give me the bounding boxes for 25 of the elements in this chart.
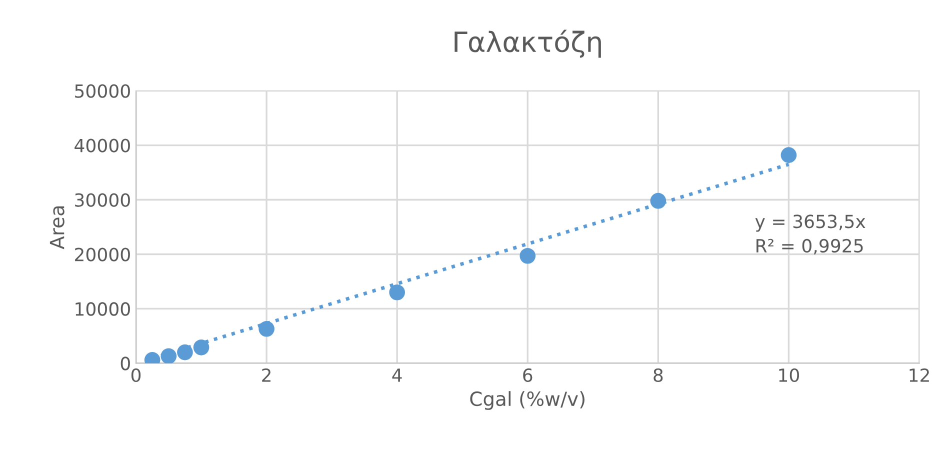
y-axis-title: Area xyxy=(50,206,64,250)
x-axis-title: Cgal (%w/v) xyxy=(470,391,584,410)
x-tick-label: 4 xyxy=(392,368,402,382)
point xyxy=(389,284,406,300)
annotation: y = 3653,5x R² = 0,9925 xyxy=(755,214,866,254)
point xyxy=(193,339,210,356)
point xyxy=(780,147,797,164)
x-tick-label: 6 xyxy=(523,368,532,382)
x-tick-label: 12 xyxy=(910,368,929,382)
point xyxy=(520,248,536,264)
y-tick-label: 30000 xyxy=(75,193,130,207)
y-tick-label: 50000 xyxy=(75,84,130,98)
point xyxy=(650,192,666,209)
x-tick-label: 8 xyxy=(654,368,663,382)
x-tick-label: 0 xyxy=(131,368,141,382)
x-tick-label: 10 xyxy=(779,368,799,382)
y-tick-label: 10000 xyxy=(76,302,130,316)
point xyxy=(258,320,274,337)
point xyxy=(177,344,193,360)
chart-title: Γαλακτόζη xyxy=(454,30,601,58)
y-tick-label: 0 xyxy=(120,356,130,370)
y-tick-label: 20000 xyxy=(75,248,130,262)
point xyxy=(160,348,177,364)
y-tick-label: 40000 xyxy=(74,138,130,152)
x-tick-label: 2 xyxy=(262,368,270,382)
